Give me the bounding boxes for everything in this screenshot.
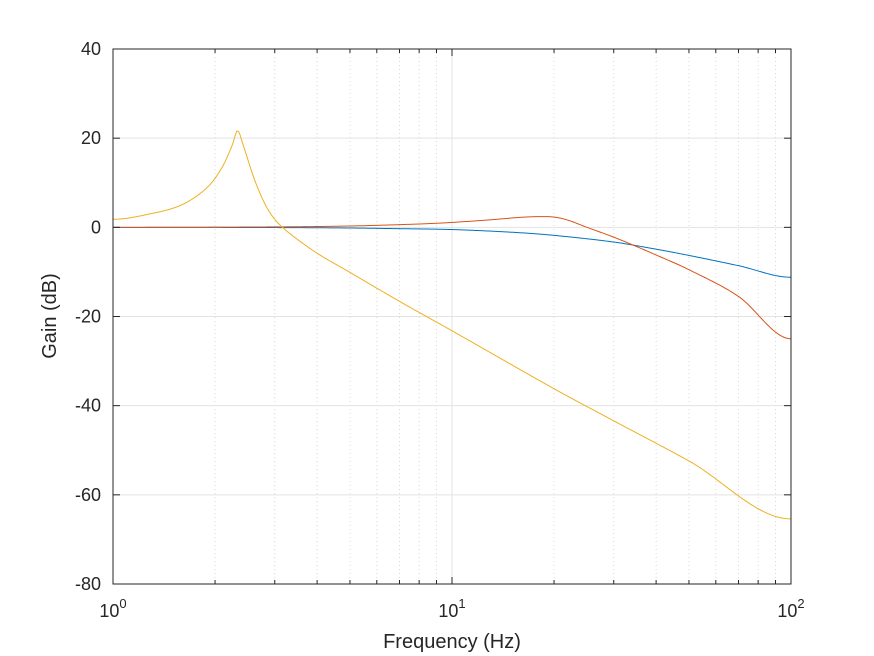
y-tick-label: 0: [91, 217, 101, 237]
series-line-3: [112, 130, 792, 520]
y-tick-label: -80: [75, 574, 101, 594]
series-line-2: [113, 216, 792, 340]
x-tick-label: 102: [777, 596, 804, 621]
x-tick-label: 101: [438, 596, 465, 621]
y-tick-label: -60: [75, 485, 101, 505]
y-tick-label: -20: [75, 307, 101, 327]
series-layer: [112, 130, 792, 520]
y-tick-label: 40: [81, 39, 101, 59]
tick-labels: 100 101 102 40 20 0 -20 -40 -60 -80: [75, 39, 805, 621]
y-axis-title: Gain (dB): [39, 273, 61, 359]
x-axis-title: Frequency (Hz): [383, 631, 521, 653]
ticks: [112, 48, 792, 585]
x-tick-label: 100: [99, 596, 126, 621]
y-tick-label: 20: [81, 128, 101, 148]
y-tick-label: -40: [75, 396, 101, 416]
